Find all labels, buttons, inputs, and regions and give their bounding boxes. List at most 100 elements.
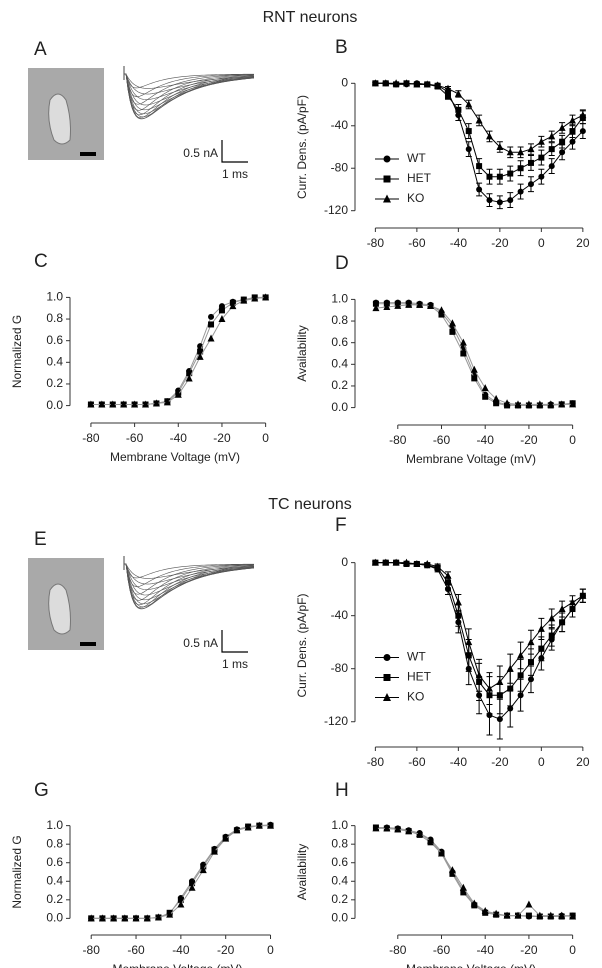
image-scale-bar	[80, 642, 96, 646]
marker	[481, 906, 489, 914]
panel-label: G	[34, 780, 49, 801]
marker	[392, 79, 400, 87]
marker	[444, 84, 452, 92]
marker	[199, 866, 207, 874]
marker	[197, 348, 204, 355]
marker	[142, 400, 150, 408]
marker	[496, 677, 504, 685]
legend-label: HET	[407, 171, 432, 185]
y-tick-label: 0.2	[46, 892, 63, 906]
x-tick-label: -40	[170, 431, 188, 445]
marker	[538, 154, 545, 161]
marker	[371, 79, 379, 87]
marker	[427, 836, 435, 844]
marker	[163, 398, 171, 406]
marker	[87, 400, 95, 408]
x-tick-label: -60	[127, 943, 145, 957]
marker	[186, 370, 193, 377]
y-tick-label: -120	[324, 714, 348, 728]
scale-bar	[221, 630, 248, 653]
marker	[222, 834, 230, 842]
marker	[413, 80, 421, 88]
marker	[383, 194, 391, 203]
marker	[423, 559, 431, 567]
current-trace	[124, 563, 255, 590]
y-tick-label: 1.0	[331, 292, 348, 306]
marker	[559, 138, 566, 145]
x-tick-label: -40	[450, 755, 468, 769]
marker	[460, 889, 467, 896]
marker	[413, 559, 421, 567]
marker	[568, 598, 576, 606]
marker	[525, 912, 532, 919]
current-trace	[124, 563, 255, 606]
panel-label: H	[335, 780, 349, 801]
current-trace	[124, 73, 255, 105]
current-trace	[124, 563, 255, 585]
marker	[208, 313, 215, 320]
marker	[496, 716, 503, 723]
marker	[527, 181, 534, 188]
marker	[460, 350, 467, 357]
marker	[537, 624, 545, 632]
marker	[454, 598, 462, 606]
x-tick-label: -60	[433, 943, 451, 957]
x-tick-label: -20	[217, 943, 235, 957]
marker	[527, 638, 535, 646]
marker	[444, 579, 451, 586]
cell	[48, 93, 71, 145]
marker	[492, 394, 500, 402]
section-title: TC neurons	[268, 496, 352, 513]
marker	[383, 824, 391, 832]
panel-label: B	[335, 37, 348, 58]
marker	[154, 913, 162, 921]
marker	[506, 148, 514, 156]
marker	[383, 674, 391, 681]
marker	[558, 123, 566, 131]
y-tick-label: 0	[341, 75, 348, 89]
marker	[233, 826, 241, 834]
marker	[110, 914, 118, 922]
x-tick-label: 0	[538, 755, 545, 769]
y-tick-label: 0.4	[46, 354, 63, 368]
y-tick-label: -120	[324, 203, 348, 217]
marker	[87, 914, 95, 922]
x-tick-label: -40	[172, 943, 190, 957]
marker	[218, 307, 225, 314]
marker	[437, 306, 445, 314]
marker	[476, 163, 483, 170]
marker	[470, 365, 478, 373]
marker	[559, 619, 566, 626]
marker	[208, 321, 215, 328]
y-tick-label: 0.2	[331, 892, 348, 906]
marker	[444, 571, 452, 579]
marker	[240, 296, 248, 304]
x-axis-label: Membrane Voltage (mV)	[406, 962, 536, 968]
legend-label: KO	[407, 191, 424, 205]
marker	[416, 829, 424, 837]
series-line	[375, 303, 573, 406]
marker	[496, 199, 503, 206]
marker	[177, 900, 185, 908]
marker	[492, 909, 500, 917]
marker	[548, 163, 555, 170]
marker	[449, 870, 456, 877]
x-tick-label: -40	[477, 433, 495, 447]
marker	[476, 186, 483, 193]
marker	[465, 128, 472, 135]
chart: C 0.0 0.2 0.4 0.6 0.8 1.0 -80 -60 -40 -20 0 Membrane…	[10, 251, 269, 464]
chart: B 0 -40 -80 -120 -80 -60 -40 -20 0 20 Curr. Dens. (…	[295, 37, 590, 250]
y-tick-label: 0.8	[331, 313, 348, 327]
marker	[434, 562, 442, 570]
marker	[548, 614, 556, 622]
marker	[465, 100, 473, 108]
marker	[517, 651, 525, 659]
x-tick-label: -80	[389, 943, 407, 957]
y-tick-label: 1.0	[46, 290, 63, 304]
marker	[538, 173, 545, 180]
marker	[507, 705, 514, 712]
marker	[394, 301, 402, 309]
marker	[525, 900, 533, 908]
marker	[527, 659, 534, 666]
scale-current: 0.5 nA	[183, 146, 218, 160]
